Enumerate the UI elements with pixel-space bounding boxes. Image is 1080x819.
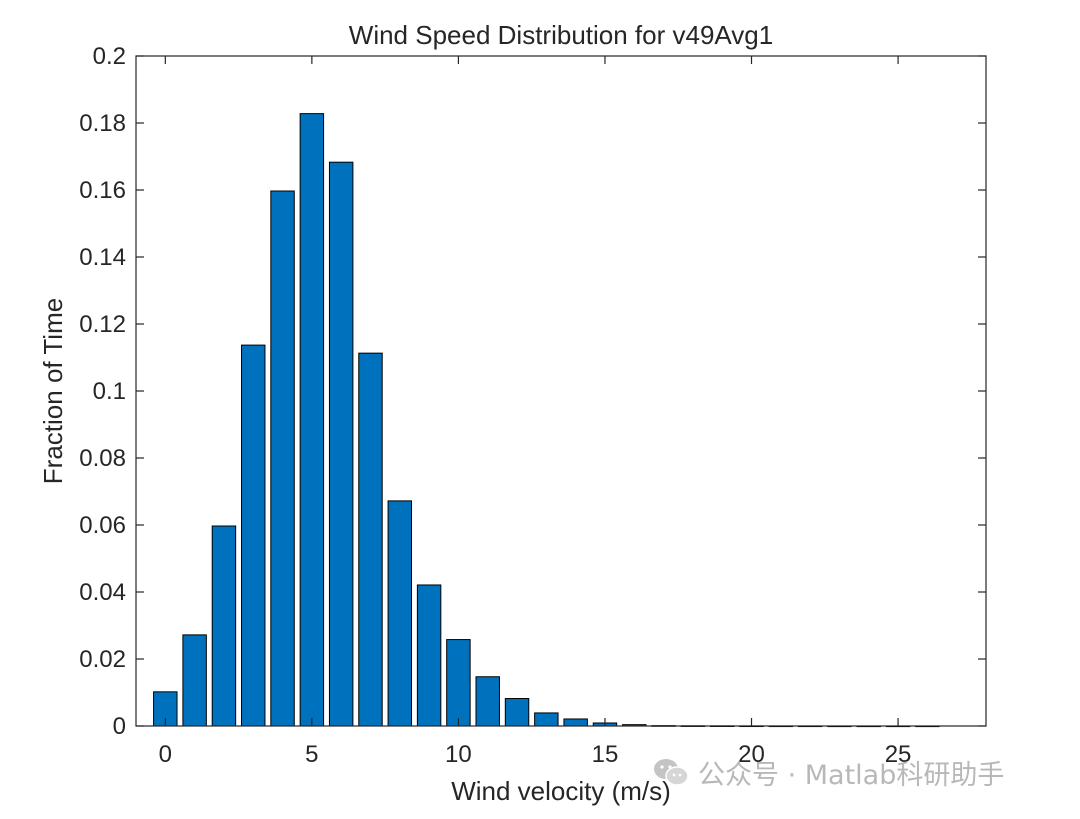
y-tick-label-6: 0.12 — [79, 311, 126, 338]
bar-12 — [504, 698, 530, 727]
bar-6 — [328, 161, 354, 727]
bar-4 — [270, 190, 295, 727]
y-tick-label-3: 0.06 — [79, 512, 126, 539]
x-tick-label-5: 5 — [305, 741, 318, 768]
bar-11 — [475, 676, 500, 727]
bar-13 — [534, 712, 559, 727]
x-axis-label: Wind velocity (m/s) — [451, 776, 671, 806]
bar-3 — [241, 344, 266, 727]
bar-2 — [211, 525, 237, 727]
x-tick-label-15: 15 — [592, 741, 619, 768]
wechat-icon — [654, 759, 689, 786]
watermark-text: 公众号 · Matlab科研助手 — [698, 759, 1005, 791]
x-tick-label-20: 20 — [738, 741, 765, 768]
y-tick-label-7: 0.14 — [79, 244, 126, 271]
x-tick-label-10: 10 — [445, 741, 472, 768]
watermark: 公众号 · Matlab科研助手 — [652, 752, 1004, 792]
x-tick-label-25: 25 — [885, 741, 912, 768]
y-axis-label: Fraction of Time — [38, 298, 68, 484]
y-tick-label-10: 0.2 — [93, 43, 126, 70]
y-tick-label-0: 0 — [113, 713, 126, 740]
bar-5 — [299, 113, 325, 727]
y-tick-label-1: 0.02 — [79, 646, 126, 673]
y-tick-label-9: 0.18 — [79, 110, 126, 137]
bar-9 — [416, 584, 442, 727]
bar-7 — [358, 352, 383, 727]
y-tick-label-4: 0.08 — [79, 445, 126, 472]
bar-8 — [387, 500, 413, 727]
y-axis: 0 0.02 0.04 0.06 0.08 0.1 0.12 0.14 0.16 0.18 0.2 — [79, 43, 986, 740]
x-tick-label-0: 0 — [159, 741, 172, 768]
y-tick-label-8: 0.16 — [79, 177, 126, 204]
y-tick-label-2: 0.04 — [79, 579, 126, 606]
chart-title: Wind Speed Distribution for v49Avg1 — [349, 20, 773, 50]
bar-10 — [446, 639, 471, 727]
bar-1 — [182, 634, 207, 727]
bar-14 — [563, 718, 588, 727]
x-axis: 0 5 10 15 20 25 — [159, 56, 912, 768]
bars — [153, 113, 940, 728]
y-tick-label-5: 0.1 — [93, 378, 126, 405]
